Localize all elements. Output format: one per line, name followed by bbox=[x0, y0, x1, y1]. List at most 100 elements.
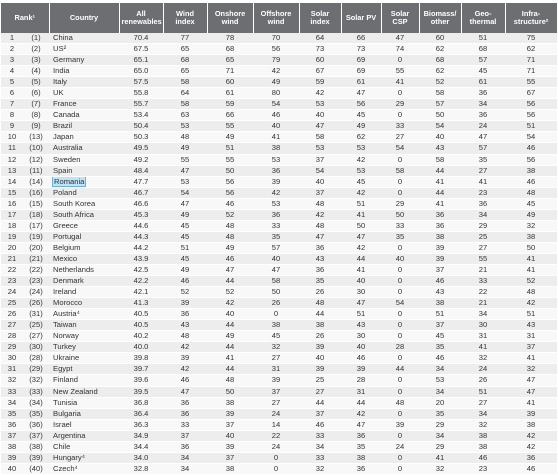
score-cell: 46 bbox=[163, 275, 208, 288]
score-cell: 34.4 bbox=[119, 441, 164, 453]
score-cell: 67 bbox=[505, 87, 558, 100]
rank-cell: 1 bbox=[1, 33, 23, 45]
column-header: All renewables bbox=[119, 3, 164, 33]
score-cell: 41 bbox=[419, 176, 462, 188]
country-cell: Netherlands bbox=[49, 264, 120, 277]
score-cell: 38 bbox=[253, 319, 300, 332]
country-cell: South Korea bbox=[49, 198, 120, 210]
score-cell: 36 bbox=[341, 430, 382, 442]
score-cell: 39 bbox=[299, 341, 342, 354]
score-cell: 56 bbox=[341, 98, 382, 111]
score-cell: 36 bbox=[419, 209, 462, 221]
score-cell: 58 bbox=[163, 98, 208, 111]
score-cell: 38 bbox=[505, 419, 558, 431]
table-container: Rank¹ Country All renewables Wind index Onsh… bbox=[1, 3, 558, 475]
score-cell: 50 bbox=[505, 242, 558, 254]
score-cell: 23 bbox=[461, 187, 506, 199]
rank-cell: (2) bbox=[23, 43, 50, 56]
country-cell: Ireland bbox=[49, 286, 120, 299]
score-cell: 26 bbox=[461, 374, 506, 387]
country-cell: Romania bbox=[49, 176, 120, 188]
score-cell: 55 bbox=[381, 65, 420, 78]
score-cell: 57.5 bbox=[119, 76, 164, 89]
country-cell: Greece bbox=[49, 220, 120, 232]
score-cell: 34 bbox=[419, 386, 462, 398]
score-cell: 36 bbox=[163, 408, 208, 420]
score-cell: 66 bbox=[341, 33, 382, 45]
score-cell: 36 bbox=[461, 109, 506, 122]
country-cell: UK bbox=[49, 87, 120, 100]
score-cell: 39 bbox=[419, 242, 462, 254]
score-cell: 51 bbox=[505, 308, 558, 321]
column-header: Solar CSP bbox=[381, 3, 420, 33]
score-cell: 31 bbox=[505, 330, 558, 343]
table-row: 4 (4) India 65.0 65 71 42 67 69 55 62 45 71 bbox=[1, 65, 558, 78]
score-cell: 61 bbox=[207, 87, 254, 100]
country-cell: China bbox=[49, 33, 120, 45]
score-cell: 41 bbox=[419, 198, 462, 210]
table-row: 31 (29) Egypt 39.7 42 44 31 39 39 44 34 24 32 bbox=[1, 363, 558, 376]
table-row: 34 (34) Tunisia 36.8 36 38 27 44 44 48 20 27 41 bbox=[1, 397, 558, 409]
score-cell: 26 bbox=[299, 286, 342, 299]
highlighted-country: Romania bbox=[52, 176, 87, 187]
score-cell: 39 bbox=[207, 441, 254, 453]
column-header: Offshore wind bbox=[253, 3, 300, 33]
score-cell: 37 bbox=[163, 430, 208, 442]
table-row: 32 (32) Finland 39.6 46 48 39 25 28 0 53 26 47 bbox=[1, 374, 558, 387]
rank-cell: 24 bbox=[1, 286, 23, 299]
score-cell: 34 bbox=[461, 98, 506, 111]
score-cell: 47 bbox=[341, 231, 382, 243]
score-cell: 58 bbox=[419, 154, 462, 166]
column-header: Infra-structure² bbox=[505, 3, 558, 33]
score-cell: 26 bbox=[253, 297, 300, 310]
country-cell: Sweden bbox=[49, 154, 120, 166]
table-row: 15 (16) Poland 46.7 54 56 42 37 42 0 44 23 48 bbox=[1, 187, 558, 199]
rank-cell: (3) bbox=[23, 54, 50, 67]
score-cell: 62 bbox=[505, 43, 558, 56]
rank-cell: (28) bbox=[23, 352, 50, 365]
table-row: 25 (26) Morocco 41.3 39 42 26 48 47 54 38 21 42 bbox=[1, 297, 558, 310]
score-cell: 25 bbox=[461, 231, 506, 243]
table-row: 16 (15) South Korea 46.6 47 46 53 48 51 29 41 36 45 bbox=[1, 198, 558, 210]
score-cell: 50 bbox=[253, 286, 300, 299]
score-cell: 42 bbox=[341, 242, 382, 254]
score-cell: 68 bbox=[163, 54, 208, 67]
country-cell: Bulgaria bbox=[49, 408, 120, 420]
score-cell: 58 bbox=[381, 165, 420, 177]
score-cell: 28 bbox=[341, 374, 382, 387]
score-cell: 67 bbox=[299, 65, 342, 78]
score-cell: 0 bbox=[381, 54, 420, 67]
score-cell: 58 bbox=[163, 76, 208, 89]
score-cell: 71 bbox=[505, 54, 558, 67]
score-cell: 41 bbox=[505, 253, 558, 265]
score-cell: 34.0 bbox=[119, 452, 164, 464]
rank-cell: 36 bbox=[1, 419, 23, 431]
table-row: 11 (10) Australia 49.5 49 51 38 53 53 54 43 57 46 bbox=[1, 142, 558, 155]
score-cell: 40 bbox=[253, 253, 300, 265]
rank-cell: 27 bbox=[1, 319, 23, 332]
score-cell: 0 bbox=[381, 386, 420, 398]
score-cell: 49.2 bbox=[119, 154, 164, 166]
table-row: 36 (36) Israel 36.3 33 37 14 46 47 39 29 32 38 bbox=[1, 419, 558, 431]
score-cell: 49 bbox=[163, 142, 208, 155]
column-header: Wind index bbox=[163, 3, 208, 33]
score-cell: 32 bbox=[505, 220, 558, 232]
score-cell: 0 bbox=[381, 275, 420, 288]
rank-cell: 10 bbox=[1, 131, 23, 144]
score-cell: 38 bbox=[505, 231, 558, 243]
score-cell: 53 bbox=[341, 165, 382, 177]
rank-cell: 11 bbox=[1, 142, 23, 155]
score-cell: 40.5 bbox=[119, 319, 164, 332]
rank-cell: 40 bbox=[1, 463, 23, 475]
score-cell: 41 bbox=[505, 264, 558, 277]
rank-cell: 20 bbox=[1, 242, 23, 254]
score-cell: 53 bbox=[163, 176, 208, 188]
score-cell: 44 bbox=[299, 397, 342, 409]
score-cell: 0 bbox=[381, 87, 420, 100]
score-cell: 53 bbox=[253, 198, 300, 210]
score-cell: 41 bbox=[341, 264, 382, 277]
country-cell: Mexico bbox=[49, 253, 120, 265]
rank-cell: 39 bbox=[1, 452, 23, 464]
score-cell: 44.2 bbox=[119, 242, 164, 254]
score-cell: 54 bbox=[505, 131, 558, 144]
